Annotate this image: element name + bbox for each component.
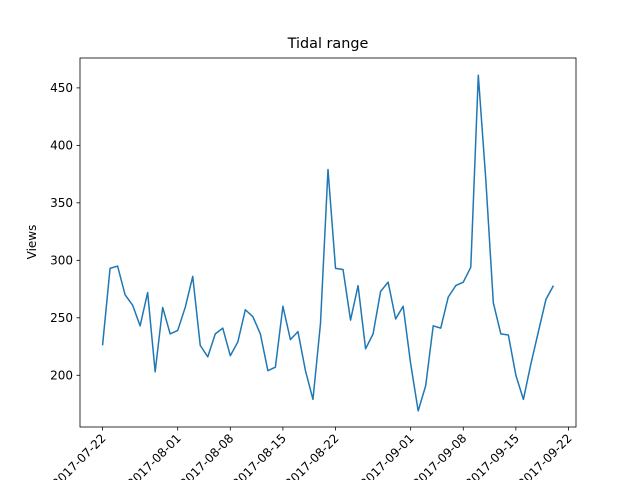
y-tick-label: 450 [50,81,73,95]
y-tick-label: 350 [50,196,73,210]
y-tick-label: 200 [50,368,73,382]
data-line [101,74,555,412]
y-tick-label: 400 [50,138,73,152]
chart-title: Tidal range [287,36,369,52]
y-tick-label: 250 [50,311,73,325]
plot-frame [79,57,577,428]
y-tick-label: 300 [50,253,73,267]
y-axis-label: Views [25,225,39,260]
